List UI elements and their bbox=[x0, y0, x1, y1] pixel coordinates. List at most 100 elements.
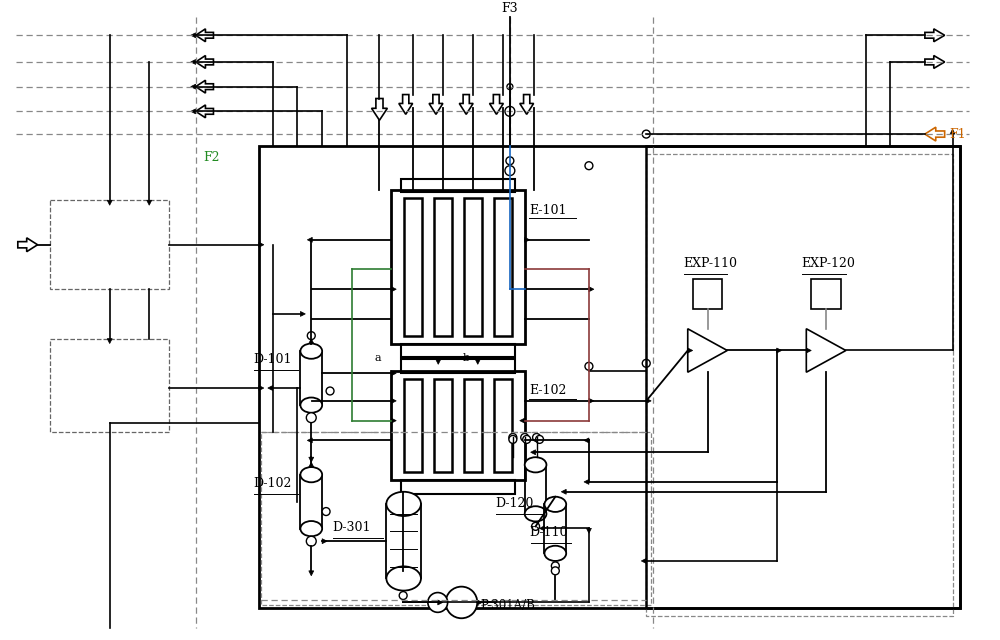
Bar bbox=[434, 379, 452, 472]
Polygon shape bbox=[391, 399, 396, 403]
Polygon shape bbox=[436, 360, 441, 364]
Polygon shape bbox=[806, 348, 811, 353]
Text: b: b bbox=[463, 353, 470, 364]
Circle shape bbox=[523, 435, 531, 444]
Polygon shape bbox=[322, 539, 327, 543]
Bar bbox=[391, 191, 525, 344]
Bar bbox=[386, 504, 421, 579]
Ellipse shape bbox=[525, 506, 546, 522]
Circle shape bbox=[446, 587, 477, 618]
Bar bbox=[401, 179, 515, 193]
Polygon shape bbox=[107, 200, 112, 205]
Bar bbox=[404, 198, 422, 335]
Bar bbox=[50, 339, 169, 433]
Bar bbox=[259, 146, 960, 609]
Polygon shape bbox=[147, 200, 152, 205]
Polygon shape bbox=[309, 571, 314, 576]
Polygon shape bbox=[372, 99, 387, 120]
Circle shape bbox=[505, 166, 515, 175]
Ellipse shape bbox=[525, 457, 546, 472]
Polygon shape bbox=[18, 238, 38, 252]
Text: E-101: E-101 bbox=[530, 204, 567, 217]
Polygon shape bbox=[777, 348, 782, 353]
Polygon shape bbox=[584, 438, 589, 443]
Circle shape bbox=[306, 536, 316, 546]
Ellipse shape bbox=[300, 344, 322, 359]
Polygon shape bbox=[391, 371, 396, 376]
Text: D-101: D-101 bbox=[253, 353, 291, 366]
Bar bbox=[391, 371, 525, 480]
Text: D-110: D-110 bbox=[530, 526, 568, 540]
Bar bbox=[646, 154, 953, 616]
Polygon shape bbox=[309, 462, 314, 467]
Ellipse shape bbox=[544, 497, 566, 512]
Polygon shape bbox=[459, 95, 473, 115]
Circle shape bbox=[642, 360, 650, 367]
Circle shape bbox=[399, 591, 407, 600]
Polygon shape bbox=[589, 287, 594, 292]
Circle shape bbox=[322, 508, 330, 515]
Polygon shape bbox=[531, 450, 536, 455]
Bar bbox=[300, 475, 322, 529]
Polygon shape bbox=[925, 29, 945, 42]
Bar bbox=[261, 433, 651, 605]
Bar bbox=[646, 146, 960, 609]
Circle shape bbox=[326, 387, 334, 395]
Polygon shape bbox=[477, 600, 482, 605]
Polygon shape bbox=[309, 339, 314, 344]
Text: F1: F1 bbox=[950, 127, 966, 141]
Bar bbox=[404, 379, 422, 472]
Polygon shape bbox=[196, 56, 213, 68]
Circle shape bbox=[509, 433, 517, 442]
Polygon shape bbox=[646, 399, 651, 403]
Bar bbox=[525, 465, 546, 514]
Polygon shape bbox=[520, 418, 525, 423]
Polygon shape bbox=[589, 399, 594, 403]
Polygon shape bbox=[391, 287, 396, 292]
Polygon shape bbox=[490, 95, 503, 115]
Polygon shape bbox=[196, 105, 213, 118]
Text: a: a bbox=[375, 353, 381, 364]
Ellipse shape bbox=[386, 566, 421, 591]
Circle shape bbox=[505, 106, 515, 116]
Polygon shape bbox=[191, 60, 196, 65]
Polygon shape bbox=[391, 418, 396, 423]
Polygon shape bbox=[191, 33, 196, 38]
Circle shape bbox=[533, 433, 541, 442]
Text: D-301: D-301 bbox=[332, 522, 371, 534]
Polygon shape bbox=[688, 329, 727, 372]
Polygon shape bbox=[688, 348, 693, 353]
Circle shape bbox=[509, 435, 517, 444]
Polygon shape bbox=[925, 127, 945, 141]
Circle shape bbox=[306, 413, 316, 422]
Bar bbox=[401, 360, 515, 373]
Polygon shape bbox=[475, 360, 480, 364]
Bar bbox=[544, 504, 566, 554]
Polygon shape bbox=[925, 56, 945, 68]
Circle shape bbox=[642, 130, 650, 138]
Bar bbox=[401, 480, 515, 493]
Ellipse shape bbox=[300, 521, 322, 536]
Polygon shape bbox=[300, 312, 305, 316]
Polygon shape bbox=[584, 479, 589, 484]
Bar bbox=[464, 379, 482, 472]
Polygon shape bbox=[641, 559, 646, 563]
Polygon shape bbox=[429, 95, 443, 115]
Polygon shape bbox=[950, 129, 955, 134]
Polygon shape bbox=[268, 385, 273, 390]
Circle shape bbox=[551, 567, 559, 575]
Text: EXP-120: EXP-120 bbox=[801, 257, 855, 271]
Polygon shape bbox=[309, 457, 314, 462]
Polygon shape bbox=[520, 95, 534, 115]
Bar bbox=[300, 351, 322, 405]
Polygon shape bbox=[586, 529, 591, 533]
Polygon shape bbox=[525, 237, 530, 243]
Polygon shape bbox=[191, 109, 196, 114]
Text: F2: F2 bbox=[204, 151, 220, 164]
Bar bbox=[693, 279, 722, 309]
Circle shape bbox=[532, 522, 540, 531]
Circle shape bbox=[307, 332, 315, 340]
Circle shape bbox=[506, 157, 514, 164]
Polygon shape bbox=[438, 600, 443, 605]
Text: P-301A/B: P-301A/B bbox=[480, 599, 535, 612]
